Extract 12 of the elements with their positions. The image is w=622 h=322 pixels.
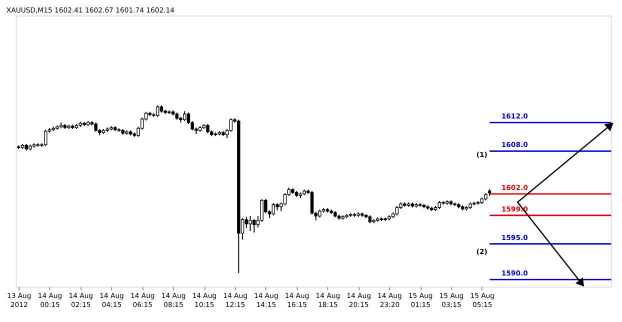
candlestick <box>156 104 160 118</box>
candlestick <box>252 218 256 233</box>
candlestick <box>182 110 186 122</box>
candlestick <box>206 123 210 134</box>
candlestick <box>395 206 399 216</box>
candlestick <box>229 118 233 132</box>
candlestick <box>248 216 252 232</box>
candlestick <box>44 129 48 147</box>
candlestick <box>310 190 314 216</box>
candlestick <box>94 122 98 132</box>
candlestick <box>272 202 276 216</box>
candlestick <box>283 192 287 206</box>
